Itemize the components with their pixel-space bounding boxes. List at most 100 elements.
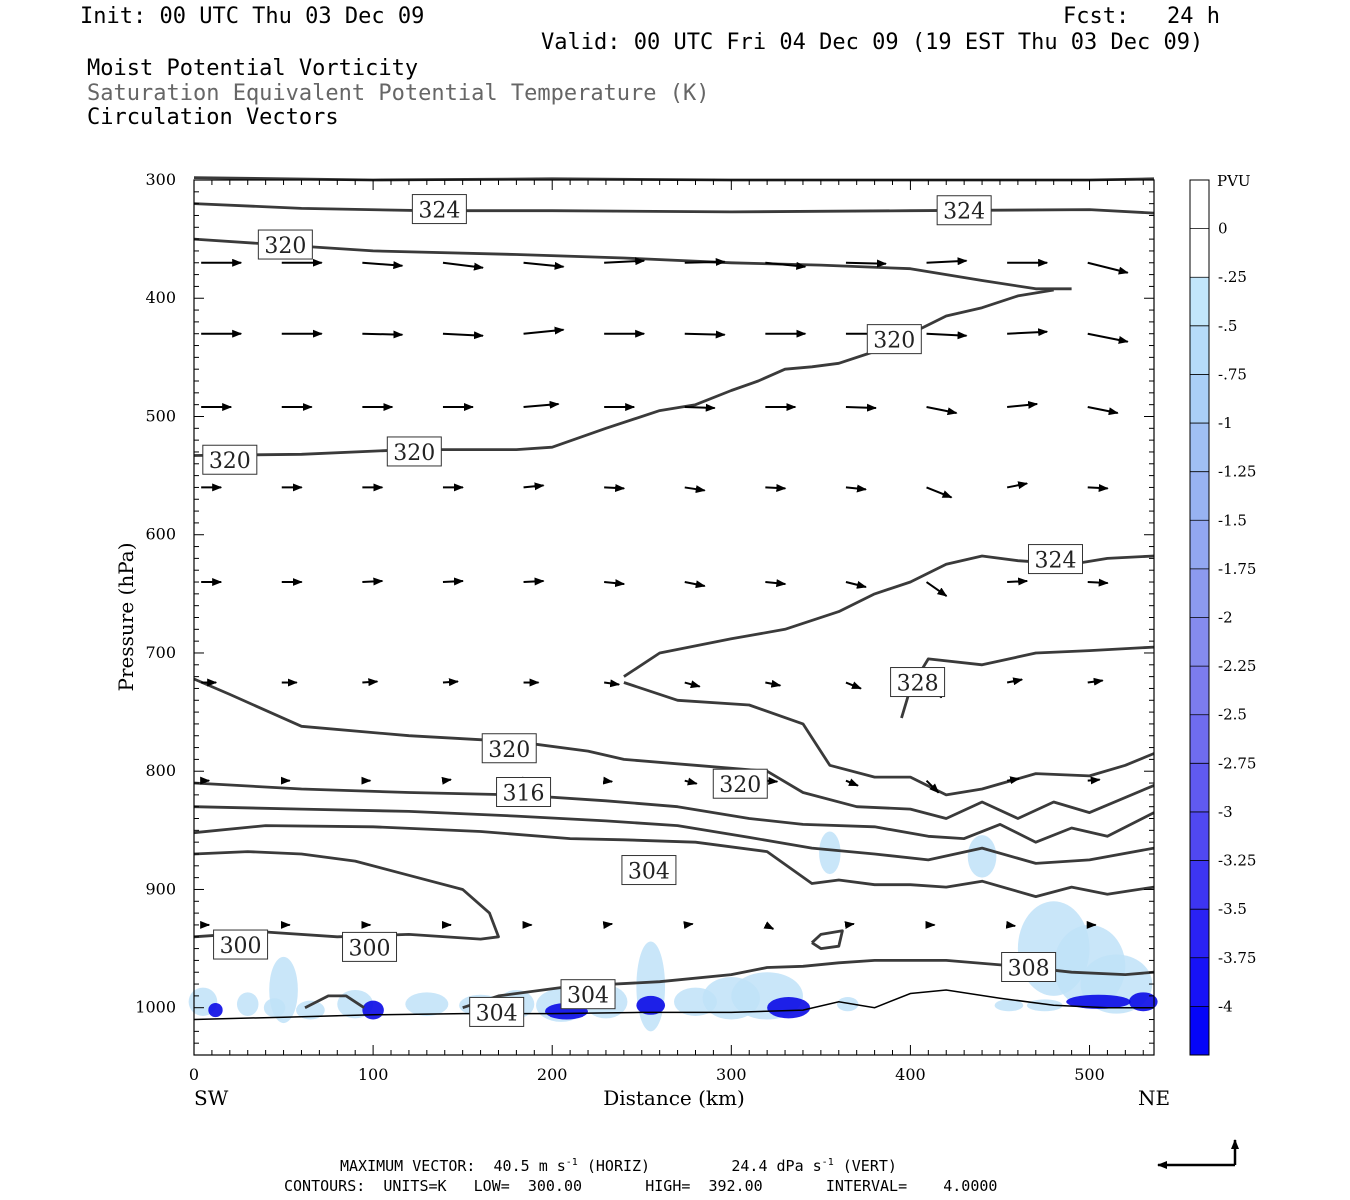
circulation-vector <box>684 330 726 339</box>
circulation-vector <box>362 261 404 270</box>
colorbar-cell <box>1190 180 1209 230</box>
circulation-vector <box>1007 577 1029 586</box>
circulation-vector <box>845 259 887 268</box>
circulation-vector <box>926 406 958 416</box>
pv-shade-patch <box>405 992 449 1016</box>
contour-label-box <box>560 979 616 1010</box>
ne-end-label: NE <box>1138 1086 1170 1110</box>
contour-label-text: 320 <box>209 449 251 474</box>
circulation-vector <box>442 678 459 687</box>
contour-label-text: 324 <box>1034 549 1076 574</box>
contour-label-box <box>496 777 552 807</box>
y-tick-label: 600 <box>145 525 176 544</box>
contour-label: 320 <box>712 768 768 799</box>
circulation-vector <box>1087 332 1129 344</box>
contour-label-box <box>469 996 525 1027</box>
theta-contour <box>810 929 844 950</box>
y-tick-label: 900 <box>145 879 176 898</box>
circulation-vector <box>684 257 726 266</box>
max-horiz-exponent: -1 <box>565 1157 578 1168</box>
theta-contour <box>193 237 1072 291</box>
circulation-vector <box>602 776 614 785</box>
colorbar-cell <box>1190 811 1209 862</box>
circulation-vector <box>1005 920 1017 929</box>
circulation-vector <box>523 261 565 270</box>
theta-contour <box>193 202 1155 215</box>
contour-label-box <box>866 324 922 355</box>
contour-label-text: 304 <box>476 1001 518 1026</box>
circulation-vector <box>684 580 706 589</box>
contour-label: 324 <box>411 194 467 225</box>
circulation-vector <box>442 331 484 340</box>
colorbar-tick-label: -3.75 <box>1218 949 1256 967</box>
circulation-vector <box>1006 677 1024 686</box>
max-vector-label: MAXIMUM VECTOR: <box>340 1157 476 1175</box>
x-tick-label: 200 <box>537 1065 568 1084</box>
contour-label-text: 304 <box>567 984 609 1009</box>
circulation-vector <box>442 577 464 586</box>
contour-label: 328 <box>890 667 946 698</box>
contour-label-text: 320 <box>393 441 435 466</box>
contour-label: 320 <box>866 324 922 355</box>
contour-label-box <box>213 929 269 960</box>
valid-time: Valid: 00 UTC Fri 04 Dec 09 (19 EST Thu … <box>541 30 1204 55</box>
max-vert-exponent: -1 <box>821 1157 834 1168</box>
circulation-vector <box>604 483 626 492</box>
circulation-vector <box>926 257 968 266</box>
max-vert-tag: (VERT) <box>842 1157 897 1175</box>
circulation-vector <box>926 486 953 499</box>
circulation-vector <box>362 330 404 339</box>
contour-label-text: 320 <box>488 738 530 763</box>
colorbar-tick-label: -4 <box>1218 997 1233 1015</box>
colorbar-cell <box>1190 617 1209 667</box>
pv-shade-patch <box>767 997 811 1019</box>
circulation-vector <box>845 681 862 690</box>
contour-label-box <box>712 768 768 799</box>
forecast-label: Fcst: <box>1063 4 1130 29</box>
contours-info: CONTOURS: UNITS=K LOW= 300.00 HIGH= 392.… <box>284 1177 998 1195</box>
circulation-vector <box>765 579 787 588</box>
y-tick-label: 700 <box>145 643 176 662</box>
max-vector-line: MAXIMUM VECTOR: 40.5 m s-1 (HORIZ) 24.4 … <box>340 1157 897 1175</box>
colorbar-cell <box>1190 568 1209 618</box>
pv-shade-patch <box>269 956 298 1024</box>
theta-contour <box>623 681 1155 797</box>
colorbar-tick-label: -2.75 <box>1218 754 1256 772</box>
colorbar-tick-label: -1.25 <box>1218 463 1256 481</box>
colorbar-tick-label: -2.25 <box>1218 657 1256 675</box>
x-axis-label: Distance (km) <box>603 1086 745 1110</box>
theta-contour <box>193 677 1155 820</box>
pv-shade-patch <box>636 941 666 1032</box>
contour-label: 304 <box>621 855 677 886</box>
circulation-vector <box>523 326 565 335</box>
circulation-vector <box>765 261 807 270</box>
contour-label: 300 <box>342 931 398 962</box>
pv-shade-patch <box>836 997 859 1012</box>
max-horiz-unit: m s <box>538 1157 566 1175</box>
field-title-theta: Saturation Equivalent Potential Temperat… <box>87 81 710 106</box>
colorbar-cell <box>1190 228 1209 278</box>
terrain-surface <box>193 989 1154 1021</box>
contour-label: 320 <box>386 436 442 467</box>
circulation-vector <box>1007 328 1049 337</box>
contour-label-text: 328 <box>897 672 939 697</box>
colorbar-cell <box>1190 714 1209 764</box>
theta-contour <box>193 288 1054 457</box>
theta-contour <box>623 554 1155 678</box>
circulation-vector <box>362 678 379 687</box>
circulation-vector <box>604 679 621 688</box>
circulation-vector <box>1087 406 1119 416</box>
theta-contour <box>193 824 1155 898</box>
colorbar-cell <box>1190 909 1209 959</box>
contour-label-text: 320 <box>264 234 306 259</box>
pv-colorbar: 0 -.25 -.5 -.75 -1 -1.25 -1.5 -1.75 -2 -2.25 -2.5 -… <box>1189 179 1256 1056</box>
x-tick-label: 300 <box>716 1065 747 1084</box>
colorbar-tick-label: -1.5 <box>1218 511 1247 529</box>
contour-label: 316 <box>496 777 552 807</box>
colorbar-tick-label: -2.5 <box>1218 706 1247 724</box>
circulation-vector <box>442 261 484 271</box>
circulation-vector <box>765 679 782 688</box>
circulation-vector <box>1006 481 1029 490</box>
circulation-vector <box>925 581 948 597</box>
circulation-vector <box>1006 776 1021 785</box>
